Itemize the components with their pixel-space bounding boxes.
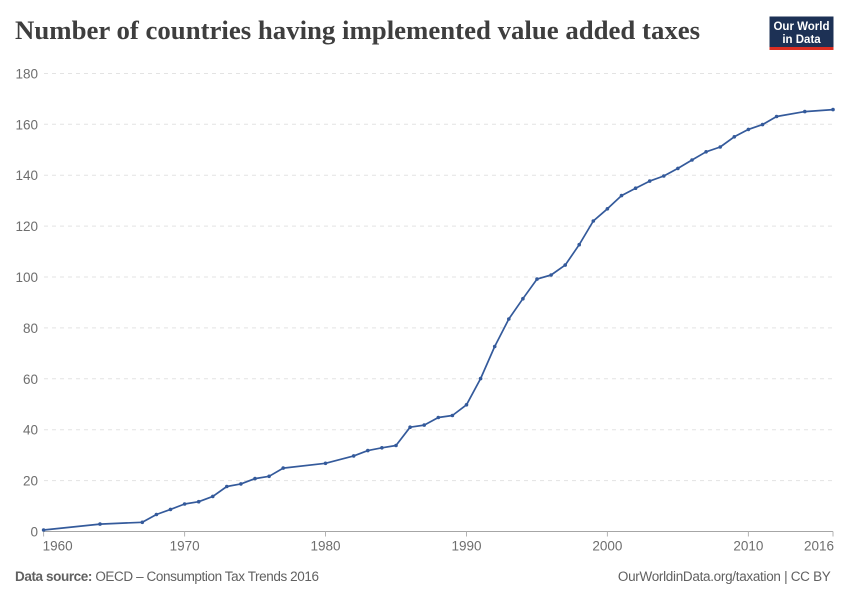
svg-text:1970: 1970 [170,539,200,554]
svg-text:2010: 2010 [733,539,763,554]
svg-text:120: 120 [15,219,38,234]
svg-text:1990: 1990 [451,539,481,554]
svg-text:OurWorldinData.org/taxation |: OurWorldinData.org/taxation | CC BY [618,569,831,584]
svg-text:40: 40 [23,423,38,438]
svg-text:Number of countries having imp: Number of countries having implemented v… [15,15,700,45]
svg-text:2016: 2016 [804,539,834,554]
svg-text:2000: 2000 [592,539,622,554]
svg-text:60: 60 [23,372,38,387]
svg-text:Our World: Our World [773,21,829,33]
svg-text:100: 100 [15,270,38,285]
svg-text:0: 0 [30,525,38,540]
svg-text:1980: 1980 [310,539,340,554]
svg-text:160: 160 [15,117,38,132]
svg-text:in Data: in Data [782,34,821,46]
svg-text:1960: 1960 [43,539,73,554]
svg-text:180: 180 [15,67,38,82]
svg-text:20: 20 [23,474,38,489]
svg-text:80: 80 [23,321,38,336]
svg-text:140: 140 [15,168,38,183]
svg-text:Data source: OECD – Consumptio: Data source: OECD – Consumption Tax Tren… [15,569,319,584]
